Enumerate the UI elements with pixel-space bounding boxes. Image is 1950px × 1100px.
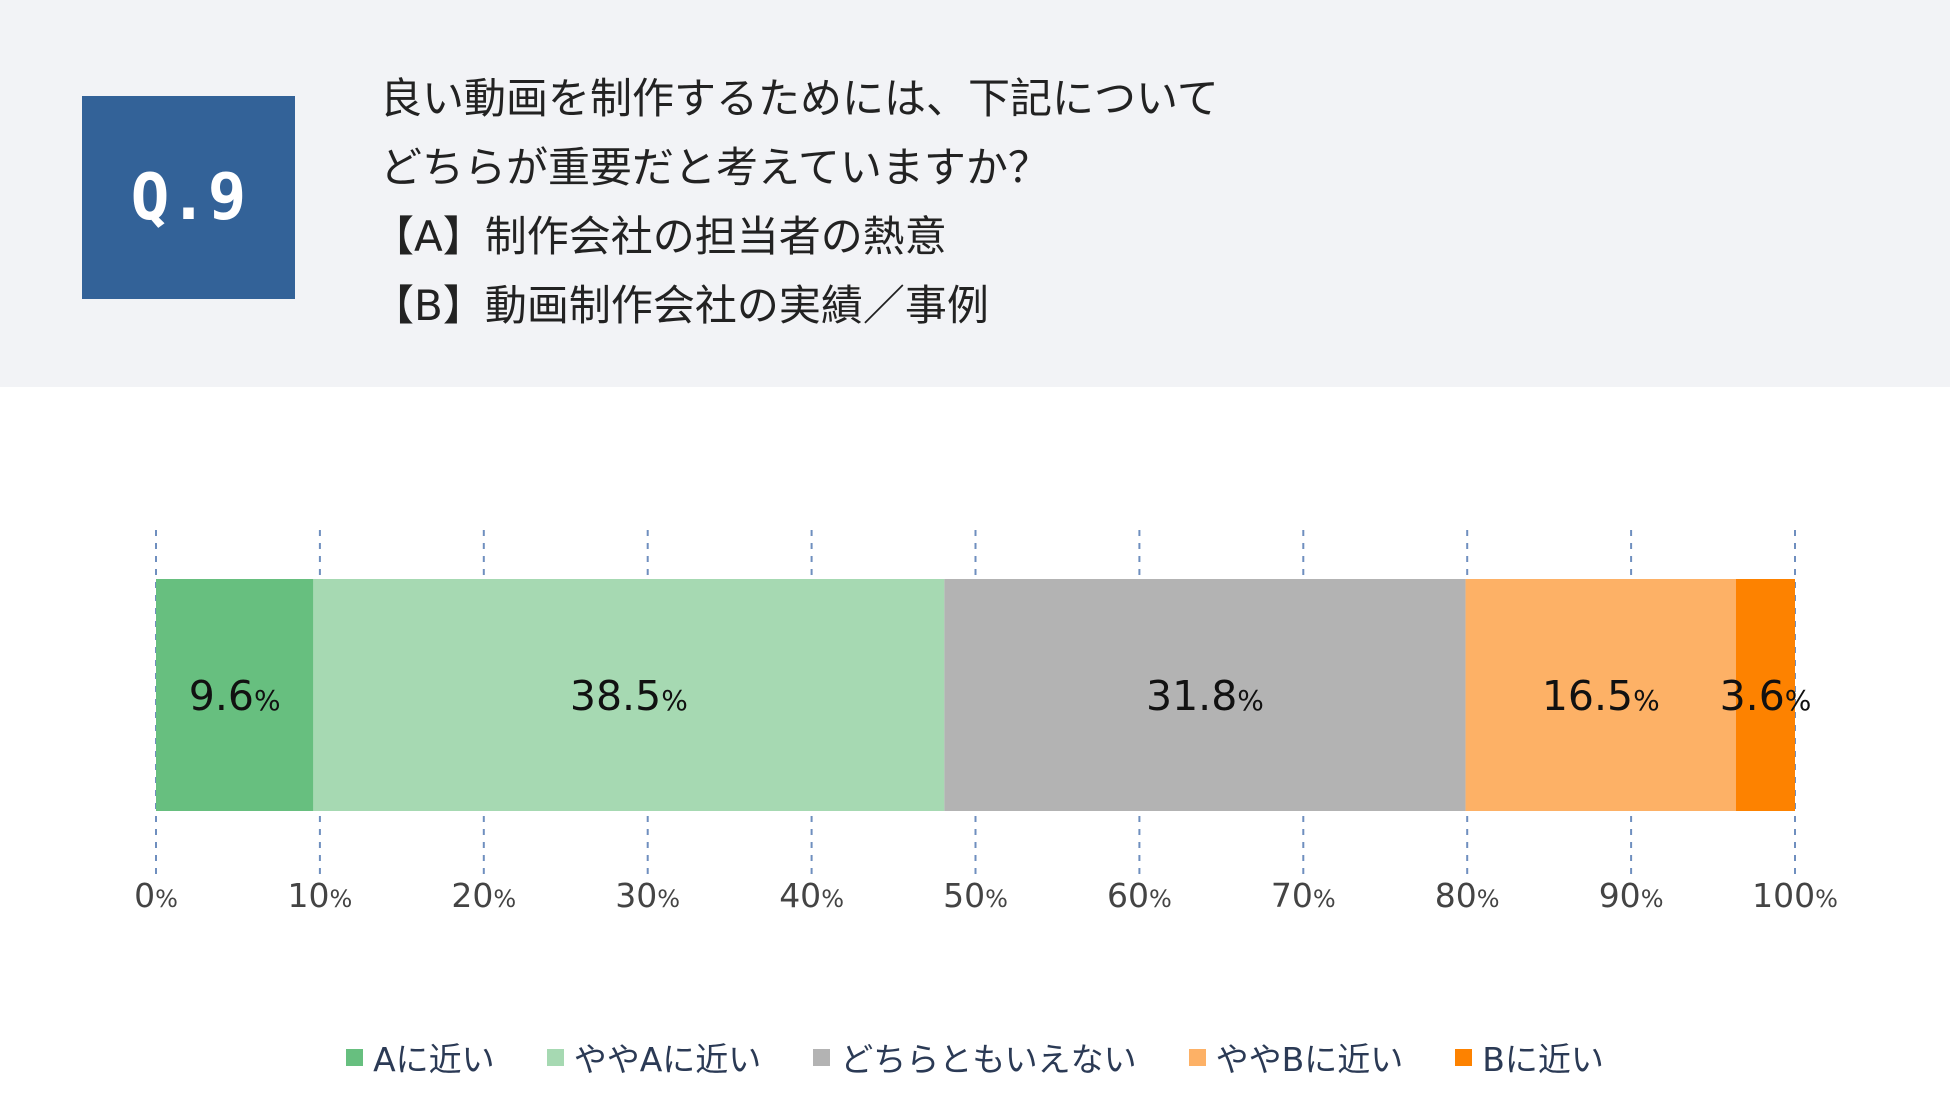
bar-segment-4: [1465, 579, 1736, 811]
tick-label: 30%: [615, 876, 680, 915]
question-text: 良い動画を制作するためには、下記について どちらが重要だと考えていますか？ 【A…: [372, 64, 1219, 340]
legend-item: Bに近い: [1455, 1033, 1604, 1081]
legend-item: ややAに近い: [546, 1033, 762, 1081]
legend-label: どちらともいえない: [840, 1040, 1137, 1079]
data-label: 3.6%: [1720, 672, 1812, 720]
question-line-1: 良い動画を制作するためには、下記について: [380, 74, 1219, 123]
question-number-badge: Q.9: [82, 96, 295, 299]
legend-label: ややAに近い: [573, 1040, 762, 1079]
legend-item: Aに近い: [346, 1033, 495, 1081]
legend-label: ややBに近い: [1215, 1040, 1404, 1079]
tick-label: 10%: [287, 876, 352, 915]
tick-label: 50%: [943, 876, 1008, 915]
bar-segment-5: [1735, 579, 1795, 811]
question-line-2: どちらが重要だと考えていますか？: [380, 143, 1050, 192]
tick-label: 60%: [1107, 876, 1172, 915]
legend-swatch: [1455, 1048, 1473, 1066]
bar-segment-1: [156, 579, 314, 811]
tick-label: 20%: [451, 876, 516, 915]
tick-label: 90%: [1599, 876, 1664, 915]
legend-swatch: [1188, 1048, 1206, 1066]
legend-label: Bに近い: [1482, 1040, 1604, 1079]
tick-label: 100%: [1752, 876, 1838, 915]
data-label: 38.5%: [570, 672, 688, 720]
legend-swatch: [546, 1048, 564, 1066]
legend-swatch: [346, 1048, 364, 1066]
question-header: Q.9 良い動画を制作するためには、下記について どちらが重要だと考えていますか…: [0, 0, 1950, 387]
legend-item: ややBに近い: [1188, 1033, 1404, 1081]
data-label: 9.6%: [189, 672, 281, 720]
question-number: Q.9: [130, 160, 247, 235]
stacked-bar-chart: 9.6% 38.5% 31.8% 16.5% 3.6% 0% 10% 20% 30% 40% 50%…: [134, 530, 1838, 915]
data-label: 16.5%: [1542, 672, 1660, 720]
tick-label: 80%: [1435, 876, 1500, 915]
option-b-line: 【B】動画制作会社の実績／事例: [372, 281, 989, 330]
chart-legend: Aに近い ややAに近い どちらともいえない ややBに近い Bに近い: [0, 1032, 1950, 1082]
tick-label: 40%: [779, 876, 844, 915]
legend-swatch: [813, 1048, 831, 1066]
bar-segment-2: [313, 579, 945, 811]
tick-label: 70%: [1271, 876, 1336, 915]
legend-item: どちらともいえない: [813, 1033, 1137, 1081]
data-label: 31.8%: [1146, 672, 1264, 720]
legend-label: Aに近い: [373, 1040, 495, 1079]
option-a-line: 【A】制作会社の担当者の熱意: [372, 212, 947, 261]
tick-label: 0%: [134, 876, 178, 915]
bar-segment-3: [944, 579, 1466, 811]
